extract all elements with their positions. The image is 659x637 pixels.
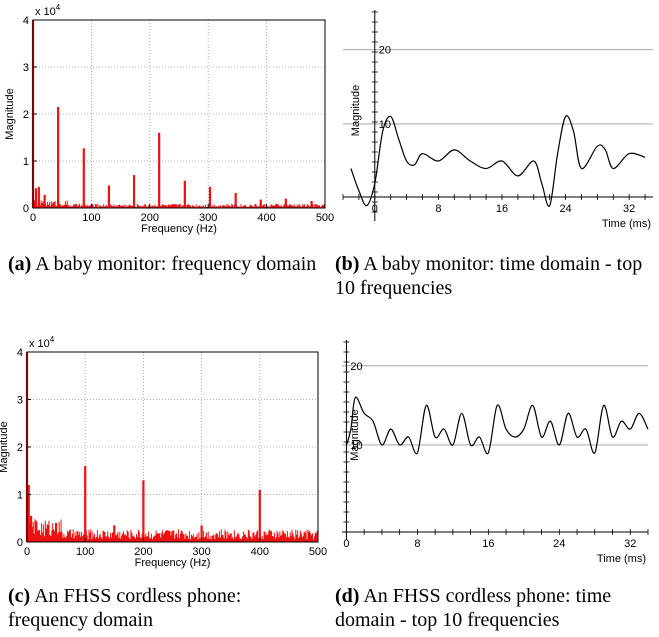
chart-c-xtick-label-2: 200 — [134, 546, 152, 558]
chart-d-xtick-label-3: 24 — [553, 538, 565, 550]
chart-b-ytick-label-1: 20 — [379, 45, 391, 57]
caption-a-tag: (a) — [8, 253, 32, 275]
caption-d-text: An FHSS cordless phone: time domain - to… — [335, 585, 612, 631]
chart-b-waveform-line — [350, 115, 646, 207]
chart-a-xtick-label-0: 0 — [30, 212, 36, 224]
chart-d-waveform-line — [345, 396, 649, 455]
chart-b-xlabel: Time (ms) — [602, 218, 651, 230]
chart-c-axes-box — [26, 351, 319, 543]
caption-c: (c) An FHSS cordless phone: frequency do… — [8, 584, 326, 632]
chart-a-ytick-label-4: 4 — [23, 15, 29, 27]
chart-a-noise-floor — [33, 200, 325, 208]
chart-d-xtick-label-1: 8 — [414, 538, 420, 550]
chart-a-y-multiplier: x 104 — [35, 3, 61, 18]
caption-a-text: A baby monitor: frequency domain — [35, 253, 317, 275]
caption-c-tag: (c) — [8, 585, 31, 607]
chart-b-ylabel: Magnitude — [350, 85, 362, 136]
chart-a-svg: 0 100 200 300 400 500 0 1 2 3 4 x 104 Frequency (Hz)… — [4, 3, 334, 235]
chart-c-ylabel: Magnitude — [0, 421, 10, 472]
caption-c-text: An FHSS cordless phone: frequency domain — [8, 585, 242, 631]
chart-d-xtick-label-4: 32 — [624, 538, 636, 550]
chart-a-ytick-label-2: 2 — [23, 109, 29, 121]
chart-a-ytick-label-0: 0 — [23, 203, 29, 215]
chart-b-xtick-label-4: 32 — [623, 203, 635, 215]
chart-a-xtick-label-2: 200 — [141, 212, 159, 224]
chart-c-ytick-label-1: 1 — [17, 490, 23, 502]
chart-a-xlabel: Frequency (Hz) — [141, 223, 217, 235]
chart-c-ytick-label-4: 4 — [17, 347, 23, 359]
chart-c-xtick-label-1: 100 — [76, 546, 94, 558]
chart-b-xtick-label-1: 8 — [435, 203, 441, 215]
chart-c-y-multiplier: x 104 — [29, 335, 55, 350]
chart-a: 0 100 200 300 400 500 0 1 2 3 4 x 104 Frequency (Hz)… — [0, 0, 334, 235]
chart-c: 0 100 200 300 400 500 0 1 2 3 4 x 104 Frequency (Hz)… — [0, 330, 330, 570]
chart-c-ytick-label-3: 3 — [17, 395, 23, 407]
chart-b-xtick-label-0: 0 — [372, 203, 378, 215]
chart-a-xtick-label-5: 500 — [316, 212, 334, 224]
chart-a-xtick-label-4: 400 — [257, 212, 275, 224]
chart-b-xtick-label-3: 24 — [559, 203, 571, 215]
caption-b-text: A baby monitor: time domain - top 10 fre… — [335, 253, 643, 299]
chart-c-xtick-label-5: 500 — [309, 546, 327, 558]
chart-a-axes-box — [32, 19, 326, 209]
caption-a: (a) A baby monitor: frequency domain — [8, 252, 326, 276]
chart-d: 0 8 16 24 32 10 20 Time (ms) Magnitude — [330, 322, 659, 572]
chart-d-xtick-label-0: 0 — [343, 538, 349, 550]
chart-c-ytick-label-0: 0 — [17, 537, 23, 549]
chart-c-xlabel: Frequency (Hz) — [135, 557, 211, 569]
chart-d-svg: 0 8 16 24 32 10 20 Time (ms) Magnitude — [342, 340, 649, 565]
chart-b: 0 8 16 24 32 10 20 Time (ms) Magnitude — [335, 0, 659, 235]
chart-a-ytick-label-3: 3 — [23, 62, 29, 74]
caption-b-tag: (b) — [335, 253, 360, 275]
caption-b: (b) A baby monitor: time domain - top 10… — [335, 252, 655, 300]
chart-a-xtick-label-3: 300 — [199, 212, 217, 224]
chart-c-xtick-label-0: 0 — [24, 546, 30, 558]
chart-c-svg: 0 100 200 300 400 500 0 1 2 3 4 x 104 Frequency (Hz)… — [0, 335, 327, 569]
caption-d-tag: (d) — [335, 585, 360, 607]
chart-c-xtick-label-4: 400 — [251, 546, 269, 558]
chart-d-ytick-label-0: 10 — [350, 440, 362, 452]
chart-d-ylabel: Magnitude — [349, 409, 361, 460]
chart-c-ytick-label-2: 2 — [17, 442, 23, 454]
chart-b-xtick-label-2: 16 — [496, 203, 508, 215]
caption-d: (d) An FHSS cordless phone: time domain … — [335, 584, 655, 632]
chart-d-xlabel: Time (ms) — [597, 553, 646, 565]
chart-d-xtick-label-2: 16 — [482, 538, 494, 550]
chart-a-ytick-label-1: 1 — [23, 156, 29, 168]
chart-a-xtick-label-1: 100 — [82, 212, 100, 224]
chart-a-ylabel: Magnitude — [4, 88, 16, 139]
chart-d-ytick-label-1: 20 — [350, 361, 362, 373]
chart-c-xtick-label-3: 300 — [192, 546, 210, 558]
